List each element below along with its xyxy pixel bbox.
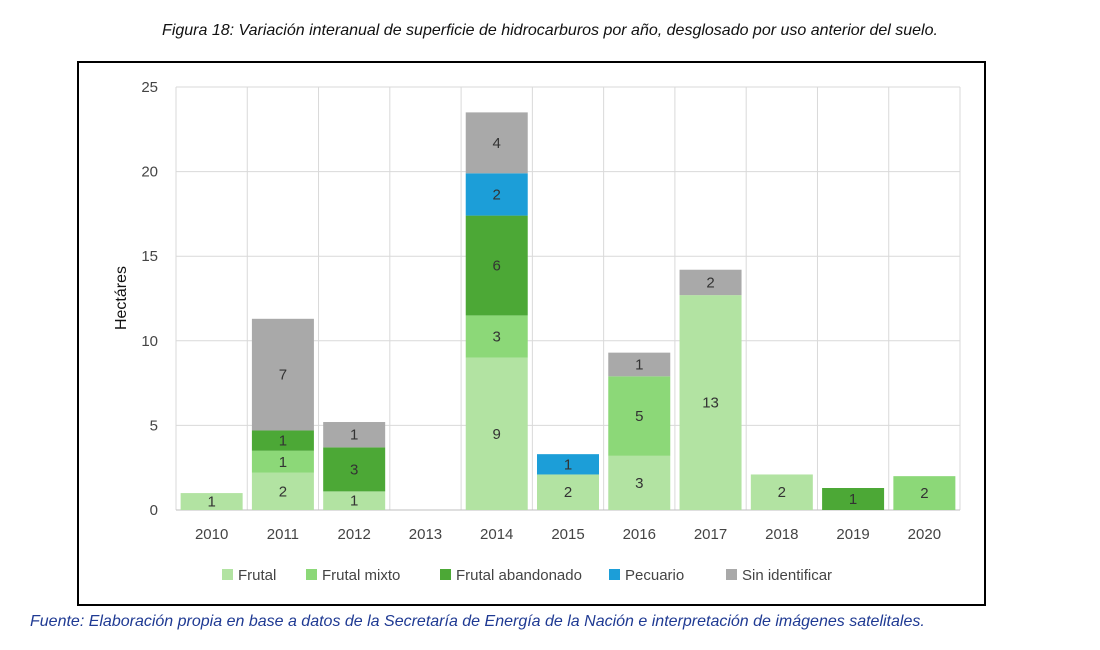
data-label: 2 [706,274,714,291]
bar-segment-2012-4 [323,422,386,448]
data-label: 3 [350,461,358,478]
bar-segment-2015-3 [537,454,599,475]
legend-item: Frutal mixto [306,567,400,584]
x-tick-label: 2010 [195,526,228,543]
legend-label: Frutal mixto [322,567,400,584]
bar-segment-2012-2 [323,447,386,492]
y-tick-label: 10 [141,333,158,350]
x-tick-label: 2013 [409,526,442,543]
bar-segment-2017-0 [679,295,742,510]
bar-segment-2011-0 [251,472,314,510]
x-axis-ticks: 2010 2011 2012 2013 2014 2015 2016 2017 2018 2019… [195,526,941,543]
legend-label: Sin identificar [742,567,832,584]
data-label: 1 [849,491,857,508]
bar-segment-2012-0 [323,491,386,510]
legend-swatch [609,569,620,580]
data-label: 1 [279,454,287,471]
x-tick-label: 2014 [480,526,513,543]
data-label: 3 [635,475,643,492]
x-tick-label: 2016 [623,526,656,543]
bar-segment-2010-0 [180,493,243,510]
y-tick-label: 15 [141,248,158,265]
data-label: 2 [920,485,928,502]
bar-segment-2016-0 [608,455,671,510]
x-tick-label: 2018 [765,526,798,543]
bar-segment-2014-0 [465,357,528,510]
bar-segment-2015-0 [537,474,599,510]
data-label: 5 [635,408,643,425]
legend-label: Frutal abandonado [456,567,582,584]
y-tick-label: 25 [141,79,158,96]
x-tick-label: 2017 [694,526,727,543]
y-tick-label: 20 [141,164,158,181]
bar-segment-2016-4 [608,352,671,377]
x-tick-label: 2011 [267,526,299,543]
bar-segment-2014-2 [465,215,528,316]
legend-swatch [726,569,737,580]
y-axis-ticks: 0 5 10 15 20 25 [141,79,158,519]
data-label: 1 [207,494,215,511]
x-tick-label: 2019 [836,526,869,543]
data-label: 2 [778,484,786,501]
bar-segment-2011-2 [251,430,314,451]
data-label: 9 [493,426,501,443]
legend-item: Frutal [222,567,276,584]
legend-item: Frutal abandonado [440,567,582,584]
bars [180,112,956,510]
bar-segment-2020-1 [893,476,956,510]
bar-segment-2016-1 [608,376,671,456]
bar-segment-2014-1 [465,315,528,358]
data-label: 1 [635,356,643,373]
bar-segment-2011-1 [251,450,314,473]
bar-segment-2011-4 [251,318,314,431]
bar-segment-2017-4 [679,269,742,296]
data-label: 6 [493,258,501,275]
data-label: 4 [493,135,501,152]
x-tick-label: 2012 [337,526,370,543]
legend-item: Sin identificar [726,567,832,584]
legend-item: Pecuario [609,567,684,584]
y-tick-label: 0 [150,502,158,519]
legend-label: Pecuario [625,567,684,584]
source-caption: Fuente: Elaboración propia en base a dat… [30,613,925,630]
bar-segment-2019-2 [822,488,885,510]
bar-segment-2014-4 [465,112,528,174]
x-tick-label: 2020 [908,526,941,543]
y-tick-label: 5 [150,417,158,434]
legend-swatch [440,569,451,580]
legend-swatch [306,569,317,580]
chart-frame [77,61,986,606]
data-label: 7 [279,367,287,384]
data-label: 13 [702,395,719,412]
data-label: 2 [279,483,287,500]
legend: Frutal Frutal mixto Frutal abandonado Pecua… [222,567,832,584]
bar-segment-2014-3 [465,173,528,216]
y-axis-label: Hectáres [113,266,130,330]
data-label: 2 [493,186,501,203]
legend-label: Frutal [238,567,276,584]
legend-swatch [222,569,233,580]
data-label: 2 [564,484,572,501]
data-label: 1 [350,493,358,510]
data-label: 1 [279,433,287,450]
data-label: 3 [493,329,501,346]
data-label: 1 [350,427,358,444]
figure-caption: Figura 18: Variación interanual de super… [162,22,938,39]
x-tick-label: 2015 [551,526,584,543]
data-label: 1 [564,456,572,473]
bar-segment-2018-0 [750,474,813,510]
